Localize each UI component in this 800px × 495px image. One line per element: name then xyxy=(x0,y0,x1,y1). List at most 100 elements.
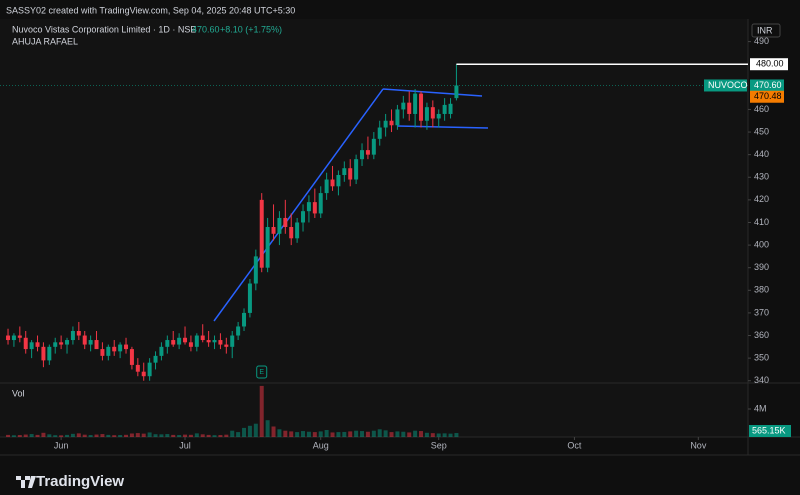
x-tick-label: Oct xyxy=(567,440,582,450)
candle-body xyxy=(295,222,300,239)
candle-body xyxy=(171,340,176,345)
candle-body xyxy=(253,256,258,284)
y-tick-label: 400 xyxy=(754,239,769,249)
last-price-label: 470.60 xyxy=(754,80,782,90)
volume-title: Vol xyxy=(12,388,25,398)
candle-body xyxy=(448,103,453,114)
volume-bar xyxy=(283,430,288,437)
candle-body xyxy=(183,337,188,343)
candle-body xyxy=(383,120,388,128)
candle-body xyxy=(419,93,424,121)
candle-body xyxy=(271,227,276,234)
candle-body xyxy=(165,340,170,347)
y-tick-label: 430 xyxy=(754,172,769,182)
candle-body xyxy=(76,331,81,336)
volume-bar xyxy=(442,433,447,437)
volume-bar xyxy=(424,432,429,437)
volume-bar xyxy=(183,434,188,437)
currency-box[interactable] xyxy=(751,23,781,38)
candle-body xyxy=(312,202,317,214)
volume-bar xyxy=(395,431,400,437)
volume-bar xyxy=(70,433,75,437)
volume-bar xyxy=(212,435,217,437)
last-price-box xyxy=(750,79,784,92)
volume-bar xyxy=(106,434,111,437)
y-tick-label: 370 xyxy=(754,307,769,317)
candle-body xyxy=(413,93,418,114)
y-tick-label: 420 xyxy=(754,194,769,204)
volume-tick-label: 4M xyxy=(754,403,767,413)
candle-body xyxy=(23,337,28,350)
candle-body xyxy=(94,340,99,350)
volume-bar xyxy=(348,431,353,437)
candle-body xyxy=(118,344,123,352)
volume-bar xyxy=(53,435,58,437)
volume-bar xyxy=(194,433,199,437)
candle-body xyxy=(336,175,341,187)
volume-bar xyxy=(171,434,176,437)
candle-body xyxy=(65,340,70,345)
y-tick-label: 410 xyxy=(754,217,769,227)
x-tick-label: Sep xyxy=(431,440,447,450)
volume-bar xyxy=(188,434,193,437)
candle-body xyxy=(242,312,247,327)
candle-body xyxy=(424,107,429,121)
candle-body xyxy=(59,342,64,345)
trend-line xyxy=(382,88,483,97)
candle-body xyxy=(277,217,282,234)
candle-body xyxy=(112,346,117,352)
volume-bar xyxy=(289,431,294,437)
volume-bar xyxy=(377,429,382,437)
volume-bar xyxy=(430,433,435,437)
volume-bar xyxy=(253,423,258,437)
candle-body xyxy=(29,342,34,350)
y-tick-label: 340 xyxy=(754,375,769,385)
x-tick-label: Aug xyxy=(313,440,329,450)
candle-body xyxy=(88,340,93,345)
candle-body xyxy=(265,227,270,268)
x-tick-label: Nov xyxy=(690,440,707,450)
candle-body xyxy=(129,349,134,365)
volume-bar xyxy=(389,432,394,437)
credit: SASSY02 created with TradingView.com, Se… xyxy=(6,5,295,15)
candle-body xyxy=(230,335,235,347)
candle-body xyxy=(236,326,241,336)
volume-bar xyxy=(141,433,146,437)
volume-bar xyxy=(236,432,241,437)
candle-body xyxy=(377,127,382,139)
volume-bar xyxy=(342,431,347,437)
header-change: +8.10 (+1.75%) xyxy=(220,24,282,34)
volume-bar xyxy=(65,434,70,437)
y-tick-label: 380 xyxy=(754,285,769,295)
candle-body xyxy=(259,199,264,268)
volume-bar xyxy=(6,434,11,437)
volume-bar xyxy=(59,435,64,437)
candle-body xyxy=(348,168,353,180)
volume-bar xyxy=(100,434,105,437)
candle-body xyxy=(442,104,447,114)
candle-body xyxy=(224,344,229,347)
volume-bar xyxy=(206,434,211,437)
volume-bar xyxy=(147,432,152,437)
volume-bar xyxy=(448,433,453,437)
volume-bar xyxy=(82,434,87,437)
y-tick-label: 360 xyxy=(754,330,769,340)
volume-bar xyxy=(336,432,341,437)
volume-bar xyxy=(35,434,40,437)
volume-bar xyxy=(153,434,158,437)
author: AHUJA RAFAEL xyxy=(12,36,78,46)
currency[interactable]: INR xyxy=(757,25,773,35)
volume-bar xyxy=(318,431,323,437)
y-tick-label: 390 xyxy=(754,262,769,272)
volume-bar xyxy=(242,427,247,437)
second-price-label: 470.48 xyxy=(754,91,782,101)
volume-bar xyxy=(76,433,81,437)
hline-label-box xyxy=(750,58,788,71)
volume-bar xyxy=(200,434,205,437)
candle-body xyxy=(200,335,205,341)
volume-bar xyxy=(165,434,170,437)
volume-bar xyxy=(383,430,388,437)
y-tick-label: 460 xyxy=(754,104,769,114)
candle-body xyxy=(354,159,359,180)
